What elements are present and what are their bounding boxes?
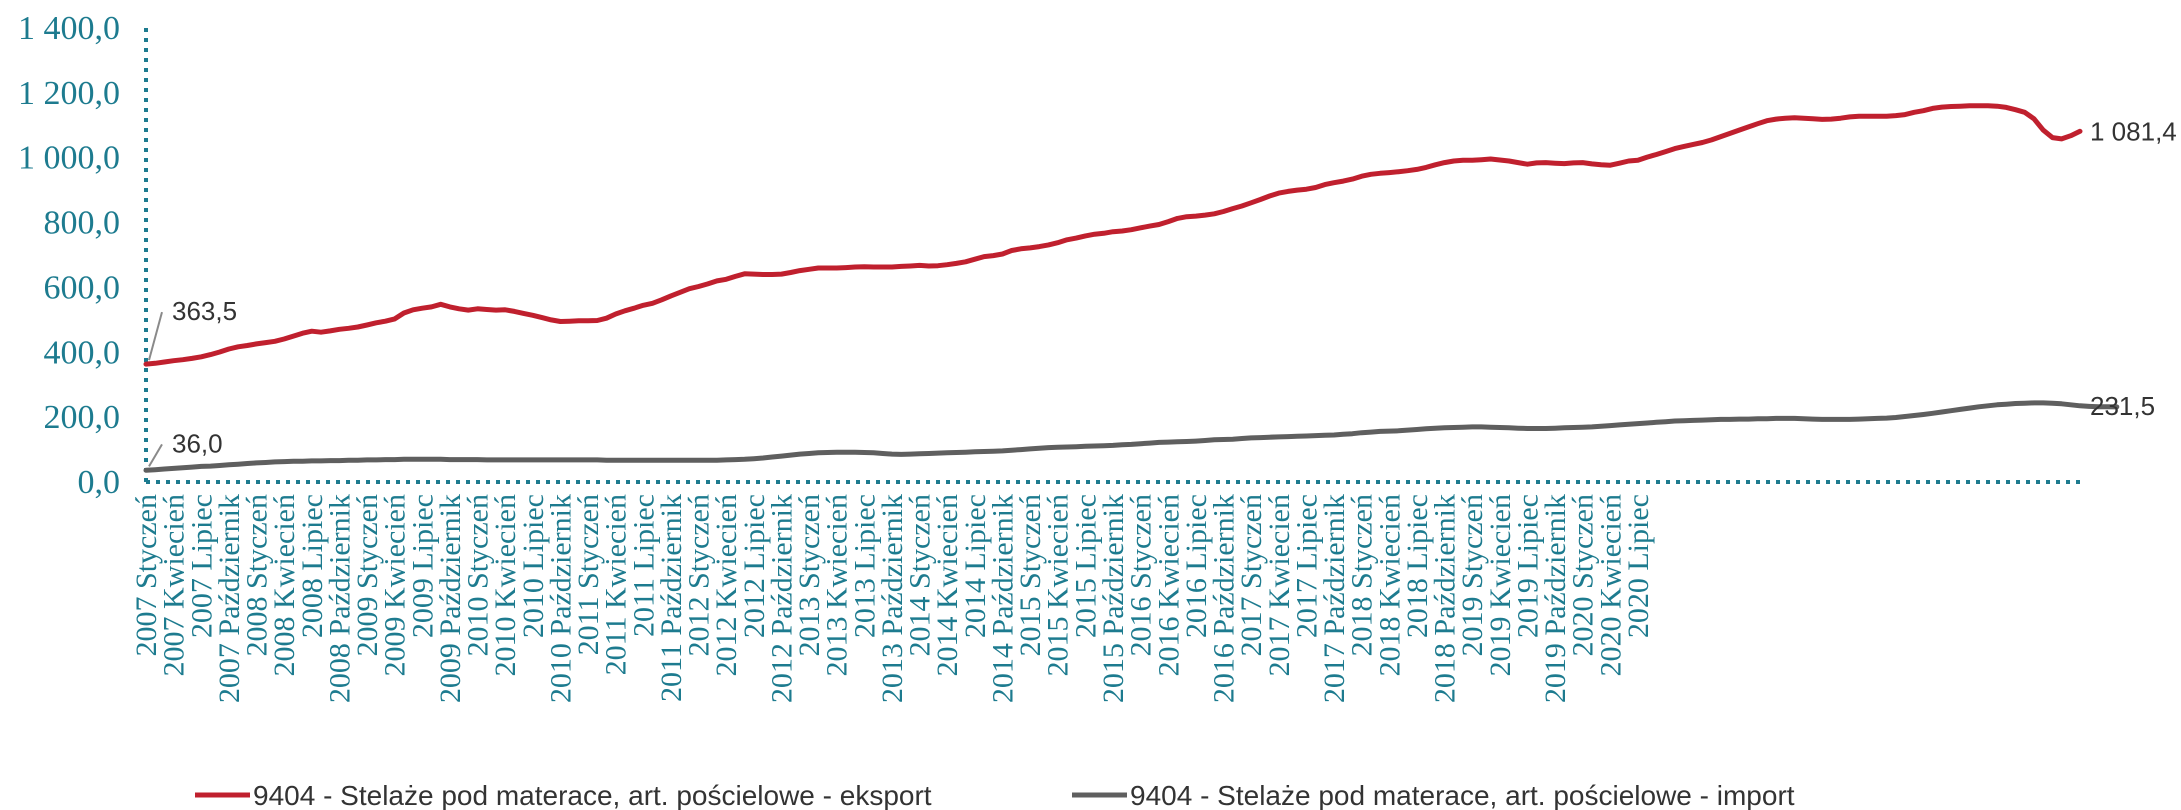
start-value-label: 36,0: [172, 428, 223, 458]
x-tick-label: 2010 Lipiec: [517, 494, 550, 638]
legend-entry-label: 9404 - Stelaże pod materace, art. poście…: [253, 780, 932, 810]
x-tick-label: 2011 Kwiecień: [600, 494, 633, 675]
x-tick-label: 2013 Styczeń: [793, 494, 826, 656]
x-tick-label: 2013 Kwiecień: [821, 494, 854, 676]
x-tick-label: 2009 Styczeń: [351, 494, 384, 656]
x-tick-label: 2009 Październik: [434, 494, 467, 703]
x-tick-label: 2007 Styczeń: [130, 494, 163, 656]
x-tick-label: 2009 Kwiecień: [379, 494, 412, 676]
x-tick-label: 2016 Styczeń: [1125, 494, 1158, 656]
x-tick-label: 2014 Styczeń: [904, 494, 937, 656]
legend-entry-label: 9404 - Stelaże pod materace, art. poście…: [1130, 780, 1795, 810]
x-tick-label: 2013 Październik: [876, 494, 909, 703]
x-tick-label: 2010 Październik: [544, 494, 577, 703]
x-tick-label: 2008 Październik: [323, 494, 356, 703]
x-tick-label: 2011 Lipiec: [627, 494, 660, 637]
x-tick-label: 2017 Kwiecień: [1263, 494, 1296, 676]
x-tick-label: 2018 Kwiecień: [1373, 494, 1406, 676]
x-tick-label: 2011 Październik: [655, 494, 688, 702]
x-tick-label: 2015 Styczeń: [1014, 494, 1047, 656]
end-value-label: 1 081,4: [2090, 116, 2177, 146]
x-tick-label: 2010 Styczeń: [462, 494, 495, 656]
x-tick-label: 2008 Lipiec: [296, 494, 329, 638]
y-tick-label: 800,0: [44, 205, 121, 242]
x-tick-label: 2008 Kwiecień: [268, 494, 301, 676]
x-tick-label: 2012 Styczeń: [683, 494, 716, 656]
y-tick-label: 1 400,0: [18, 10, 120, 47]
x-tick-label: 2019 Lipiec: [1511, 494, 1544, 638]
x-tick-label: 2019 Październik: [1539, 494, 1572, 703]
y-tick-label: 400,0: [44, 334, 121, 371]
x-tick-label: 2017 Styczeń: [1235, 494, 1268, 656]
x-tick-label: 2016 Lipiec: [1180, 494, 1213, 638]
x-tick-label: 2017 Lipiec: [1290, 494, 1323, 638]
x-tick-label: 2008 Styczeń: [241, 494, 274, 656]
x-tick-label: 2015 Lipiec: [1069, 494, 1102, 638]
y-tick-label: 1 200,0: [18, 75, 120, 112]
y-tick-label: 1 000,0: [18, 140, 120, 177]
x-tick-label: 2011 Styczeń: [572, 494, 605, 655]
legend: 9404 - Stelaże pod materace, art. poście…: [195, 780, 1795, 810]
start-value-label: 363,5: [172, 296, 237, 326]
series-layer: [143, 103, 2120, 473]
x-tick-label: 2019 Styczeń: [1456, 494, 1489, 656]
series-line-eksport: [143, 103, 2083, 367]
x-tick-label: 2012 Lipiec: [738, 494, 771, 638]
x-tick-label: 2014 Październik: [986, 494, 1019, 703]
x-tick-label: 2016 Październik: [1208, 494, 1241, 703]
x-tick-label: 2018 Lipiec: [1401, 494, 1434, 638]
x-tick-label: 2020 Styczeń: [1567, 494, 1600, 656]
x-tick-label: 2018 Październik: [1429, 494, 1462, 703]
series-annotations: 363,5 1 081,4 36,0 231,5: [148, 116, 2177, 467]
x-tick-label: 2009 Lipiec: [406, 494, 439, 638]
series-line-import: [143, 400, 2120, 473]
y-axis-tick-labels: 0,0 200,0 400,0 600,0 800,0 1 000,0 1 200,0 1 4…: [18, 10, 120, 501]
x-tick-label: 2020 Lipiec: [1622, 494, 1655, 638]
y-tick-label: 600,0: [44, 269, 121, 306]
x-tick-label: 2013 Lipiec: [848, 494, 881, 638]
y-tick-label: 0,0: [78, 464, 121, 501]
x-tick-label: 2017 Październik: [1318, 494, 1351, 703]
x-tick-label: 2018 Styczeń: [1346, 494, 1379, 656]
y-tick-label: 200,0: [44, 399, 121, 436]
x-tick-label: 2010 Kwiecień: [489, 494, 522, 676]
start-label-leader: [148, 311, 163, 361]
x-tick-label: 2007 Kwiecień: [158, 494, 191, 676]
x-tick-label: 2012 Kwiecień: [710, 494, 743, 676]
start-label-leader: [148, 443, 163, 467]
x-tick-label: 2015 Kwiecień: [1042, 494, 1075, 676]
x-tick-label: 2019 Kwiecień: [1484, 494, 1517, 676]
x-tick-label: 2007 Lipiec: [185, 494, 218, 638]
x-tick-label: 2014 Lipiec: [959, 494, 992, 638]
x-tick-label: 2007 Październik: [213, 494, 246, 703]
x-tick-label: 2015 Październik: [1097, 494, 1130, 703]
x-tick-label: 2016 Kwiecień: [1152, 494, 1185, 676]
x-tick-label: 2020 Kwiecień: [1594, 494, 1627, 676]
x-tick-label: 2014 Kwiecień: [931, 494, 964, 676]
end-value-label: 231,5: [2090, 391, 2155, 421]
x-tick-label: 2012 Październik: [765, 494, 798, 703]
